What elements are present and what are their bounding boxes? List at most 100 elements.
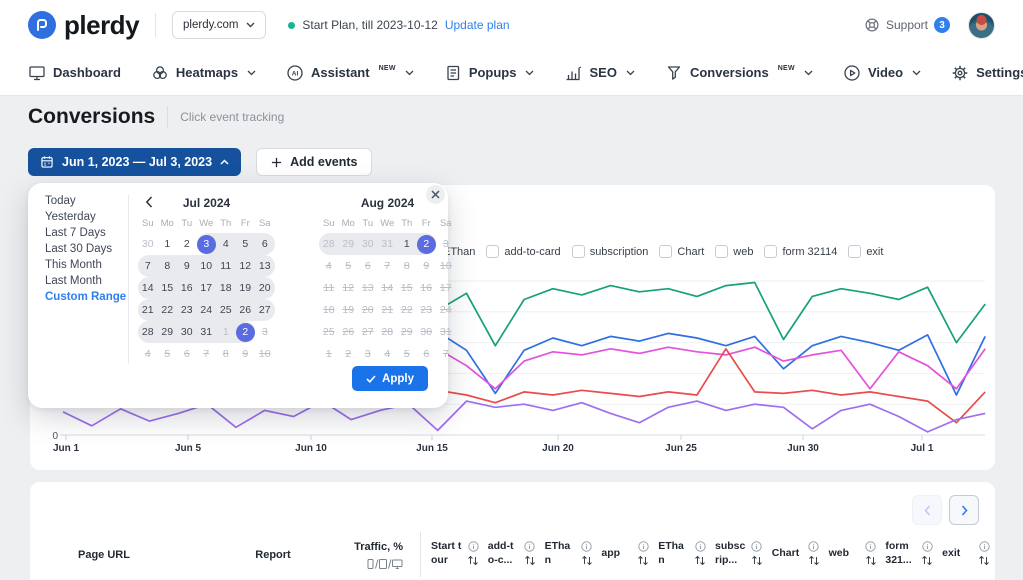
- sort-arrows-icon[interactable]: [694, 555, 706, 566]
- calendar-day[interactable]: 23: [177, 299, 197, 321]
- nav-item-popups[interactable]: Popups: [444, 64, 535, 82]
- calendar-day[interactable]: 4: [216, 233, 236, 255]
- calendar-day[interactable]: 7: [384, 260, 391, 272]
- nav-item-heatmaps[interactable]: Heatmaps: [151, 64, 256, 82]
- sort-arrows-icon[interactable]: [921, 555, 933, 566]
- sort-arrows-icon[interactable]: [467, 555, 479, 566]
- preset-today[interactable]: Today: [45, 195, 76, 207]
- column-header-traffic[interactable]: Traffic, %: [328, 540, 403, 570]
- calendar-day[interactable]: 28: [381, 326, 394, 338]
- calendar-day[interactable]: 26: [235, 299, 255, 321]
- prev-page-button[interactable]: [912, 495, 942, 525]
- column-header-chart[interactable]: Chart: [768, 540, 825, 567]
- calendar-day[interactable]: 9: [177, 255, 197, 277]
- calendar-day[interactable]: 9: [423, 260, 430, 272]
- calendar-day[interactable]: 14: [381, 282, 394, 294]
- column-header-ethan[interactable]: EThan: [654, 540, 711, 567]
- calendar-day[interactable]: 2: [416, 233, 436, 255]
- legend-item-exit[interactable]: exit: [848, 245, 883, 258]
- calendar-day[interactable]: 25: [216, 299, 236, 321]
- sort-arrows-icon[interactable]: [581, 555, 593, 566]
- calendar-day[interactable]: 11: [323, 282, 335, 294]
- calendar-day[interactable]: 28: [319, 233, 339, 255]
- column-header-page-url[interactable]: Page URL: [78, 548, 130, 561]
- preset-yesterday[interactable]: Yesterday: [45, 211, 96, 223]
- calendar-day[interactable]: 26: [342, 326, 355, 338]
- nav-item-conversions[interactable]: Conversions NEW: [665, 64, 813, 82]
- calendar-day[interactable]: 12: [235, 255, 255, 277]
- calendar-day[interactable]: 8: [222, 348, 229, 360]
- calendar-day[interactable]: 16: [420, 282, 433, 294]
- preset-custom-range[interactable]: Custom Range: [45, 291, 127, 303]
- legend-item-add-to-card[interactable]: add-to-card: [486, 245, 561, 258]
- sort-arrows-icon[interactable]: [808, 555, 820, 566]
- calendar-day[interactable]: 19: [235, 277, 255, 299]
- next-page-button[interactable]: [949, 495, 979, 525]
- calendar-day[interactable]: 8: [403, 260, 410, 272]
- calendar-day[interactable]: 1: [216, 321, 236, 343]
- calendar-day[interactable]: 25: [322, 326, 335, 338]
- calendar-day[interactable]: 8: [157, 255, 177, 277]
- calendar-day[interactable]: 15: [400, 282, 413, 294]
- calendar-day[interactable]: 2: [183, 238, 190, 250]
- date-range-button[interactable]: Jun 1, 2023 — Jul 3, 2023: [28, 148, 242, 176]
- calendar-day[interactable]: 4: [384, 348, 391, 360]
- preset-this-month[interactable]: This Month: [45, 259, 102, 271]
- add-events-button[interactable]: Add events: [256, 148, 373, 176]
- sort-arrows-icon[interactable]: [865, 555, 877, 566]
- legend-item-web[interactable]: web: [715, 245, 753, 258]
- calendar-day[interactable]: 7: [203, 348, 210, 360]
- legend-item-subscription[interactable]: subscription: [571, 245, 648, 258]
- calendar-day[interactable]: 7: [138, 255, 158, 277]
- calendar-day[interactable]: 24: [439, 304, 452, 316]
- calendar-day[interactable]: 2: [235, 321, 255, 343]
- calendar-day[interactable]: 6: [423, 348, 430, 360]
- calendar-day[interactable]: 17: [439, 282, 452, 294]
- calendar-day[interactable]: 21: [381, 304, 394, 316]
- calendar-day[interactable]: 11: [216, 255, 236, 277]
- calendar-day[interactable]: 20: [255, 277, 275, 299]
- legend-item-chart[interactable]: Chart: [659, 245, 704, 258]
- calendar-day[interactable]: 30: [420, 326, 433, 338]
- calendar-day[interactable]: 29: [338, 233, 358, 255]
- calendar-day[interactable]: 10: [196, 255, 216, 277]
- calendar-day[interactable]: 6: [255, 233, 275, 255]
- calendar-day[interactable]: 3: [261, 326, 268, 338]
- user-avatar[interactable]: [968, 11, 995, 39]
- calendar-day[interactable]: 27: [361, 326, 374, 338]
- calendar-day[interactable]: 4: [144, 348, 151, 360]
- legend-checkbox[interactable]: [659, 245, 673, 258]
- calendar-day[interactable]: 5: [235, 233, 255, 255]
- calendar-prev-button[interactable]: [142, 196, 156, 210]
- calendar-day[interactable]: 5: [164, 348, 171, 360]
- support-button[interactable]: Support 3: [864, 17, 950, 33]
- calendar-day[interactable]: 15: [157, 277, 177, 299]
- calendar-day[interactable]: 14: [138, 277, 158, 299]
- calendar-day[interactable]: 13: [361, 282, 374, 294]
- device-filter-icons[interactable]: [328, 558, 403, 570]
- calendar-day[interactable]: 29: [400, 326, 413, 338]
- column-header-app[interactable]: app: [597, 540, 654, 567]
- column-header-add-to-c[interactable]: add-to-c...: [484, 540, 541, 567]
- legend-checkbox[interactable]: [764, 245, 778, 258]
- calendar-day[interactable]: 30: [358, 233, 378, 255]
- calendar-day[interactable]: 29: [157, 321, 177, 343]
- nav-item-dashboard[interactable]: Dashboard: [28, 64, 121, 82]
- calendar-day[interactable]: 3: [364, 348, 371, 360]
- calendar-day[interactable]: 21: [138, 299, 158, 321]
- calendar-day[interactable]: 5: [403, 348, 410, 360]
- sort-arrows-icon[interactable]: [978, 555, 990, 566]
- legend-checkbox[interactable]: [571, 245, 585, 258]
- calendar-day[interactable]: 3: [196, 233, 216, 255]
- nav-item-video[interactable]: Video: [843, 64, 921, 82]
- nav-item-seo[interactable]: SEO: [564, 64, 635, 82]
- calendar-day[interactable]: 31: [196, 321, 216, 343]
- calendar-day[interactable]: 24: [196, 299, 216, 321]
- calendar-day[interactable]: 7: [442, 348, 449, 360]
- calendar-day[interactable]: 12: [342, 282, 355, 294]
- sort-arrows-icon[interactable]: [751, 555, 763, 566]
- calendar-day[interactable]: 6: [364, 260, 371, 272]
- column-header-form-321[interactable]: form 321...: [881, 540, 938, 567]
- calendar-day[interactable]: 30: [177, 321, 197, 343]
- column-header-exit[interactable]: exit: [938, 540, 995, 567]
